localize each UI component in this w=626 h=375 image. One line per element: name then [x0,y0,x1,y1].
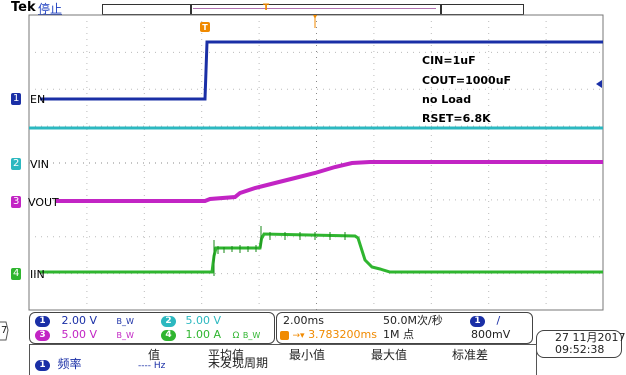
ch4-scale-value: 1.00 A [185,328,222,341]
ch1-marker[interactable]: 1 [11,93,22,105]
ch1-scale-value: 2.00 V [61,314,98,327]
record-viewport-line [193,8,436,9]
ch3-label: VOUT [28,196,59,209]
datetime-box [536,330,622,358]
time: 09:52:38 [555,343,605,356]
ch2-badge: 2 [161,315,176,327]
ch1-trace [40,40,603,101]
ch2-label: VIN [30,158,49,171]
svg-text:T: T [202,23,208,32]
ch4-omega-icon: Ω [232,331,240,341]
measurement-row-1-badge: 1 [35,359,50,371]
measurement-header-value: 值 [148,348,161,362]
measurement-header-stddev: 标准差 [452,348,489,362]
ch2-marker[interactable]: 2 [11,158,22,170]
trigger-t-icon: T [200,22,210,32]
brand-logo: Tek [11,0,36,15]
ch2-scale[interactable]: 2 5.00 V [161,314,221,327]
time-div: 2.00ms [283,314,324,327]
ch4-bw-icon: B_W [242,331,261,340]
ch1-scale[interactable]: 1 2.00 V B_W [35,314,134,328]
ch3-scale[interactable]: 3 5.00 V B_W [35,328,134,342]
measurement-header-max: 最大值 [371,348,408,362]
trigger-source[interactable]: 1 / [470,314,500,327]
vertical-scale-panel[interactable] [29,312,275,344]
trigger-position-arrow: →▾ [292,331,305,341]
ch3-marker[interactable]: 3 [11,196,22,208]
date: 27 11月2017 [555,331,626,344]
annotation-load: no Load [422,93,472,106]
ch3-bw-icon: B_W [116,331,134,340]
trigger-position-value: 3.783200ms [308,328,377,341]
ch4-badge: 4 [161,329,176,341]
record-length: 1M 点 [383,328,414,341]
ch1-badge: 1 [35,315,50,327]
ch2-scale-value: 5.00 V [185,314,222,327]
edge-marker: 7 [1,325,8,336]
ch4-marker[interactable]: 4 [11,268,22,280]
ch3-badge: 3 [35,329,50,341]
ch4-scale[interactable]: 4 1.00 A Ω B_W [161,328,260,343]
ch1-label: EN [30,93,46,106]
annotation-rset: RSET=6.8K [422,112,491,125]
run-status: 停止 [38,2,63,16]
record-trigger-marker: T [263,3,270,13]
measurement-row-1-label: 频率 [57,357,82,371]
measurement-row-1-value: ---- Hz [138,361,166,371]
trigger-source-badge: 1 [470,315,485,327]
trigger-position: →▾ 3.783200ms [280,328,377,343]
ch4-label: IIN [30,268,45,281]
measurement-header-min: 最小值 [289,348,326,362]
trigger-level-arrow [596,80,602,88]
trigger-position-icon [280,330,289,340]
annotation-cin: CIN=1uF [422,54,476,67]
ch3-scale-value: 5.00 V [61,328,98,341]
ch3-trace [56,160,603,203]
measurement-row-1[interactable]: 1 频率 [35,358,82,371]
measurement-row-1-mean: 未发现周期 [208,356,269,370]
ch4-noise [213,226,346,276]
annotation-cout: COUT=1000uF [422,74,512,87]
ch4-trace [40,232,603,274]
measurement-header-mean: 平均值 [208,348,245,362]
ch1-bw-icon: B_W [116,317,134,326]
trigger-level: 800mV [471,328,511,341]
timebase-panel[interactable] [276,312,533,344]
trigger-slope: / [496,314,501,327]
sample-rate: 50.0M次/秒 [383,314,443,327]
